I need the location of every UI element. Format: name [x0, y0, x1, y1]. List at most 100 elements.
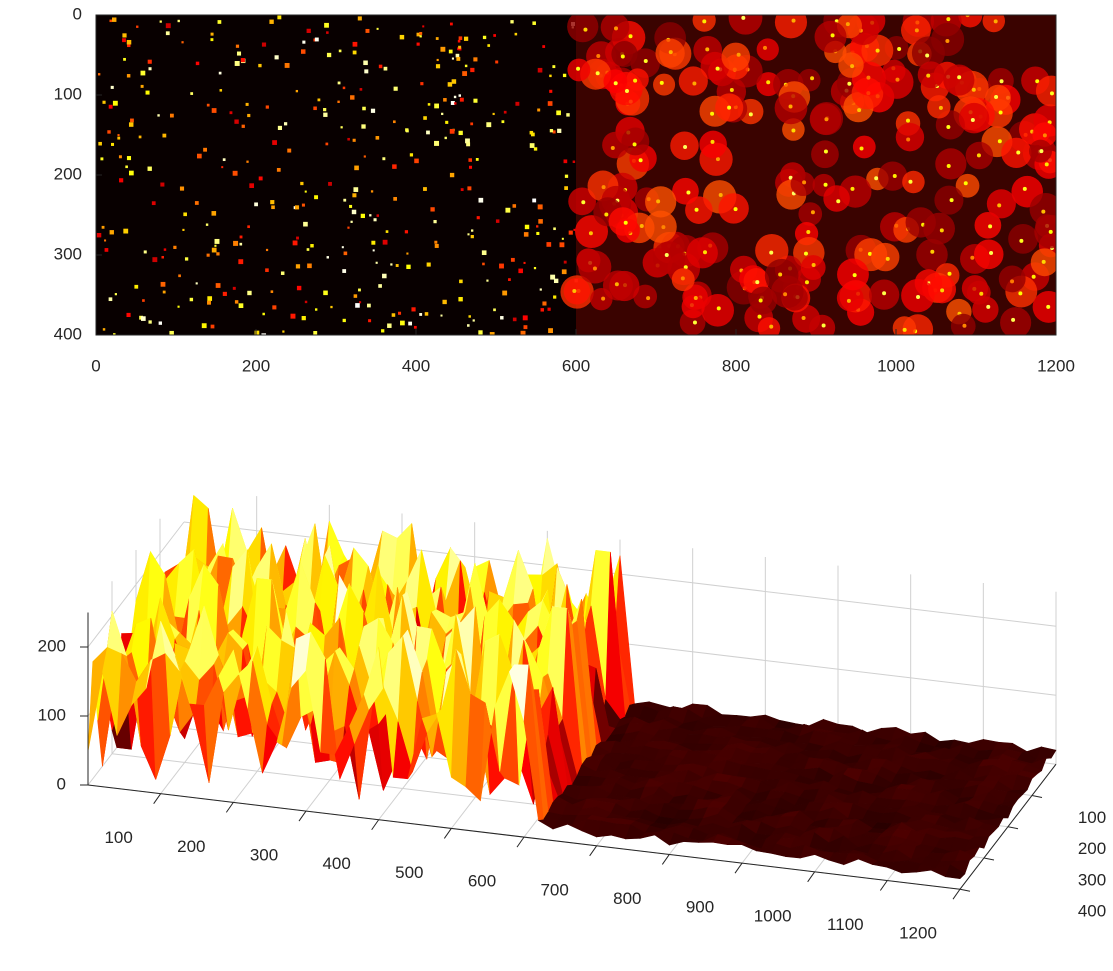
image-blob	[774, 15, 808, 39]
image-speck	[553, 227, 556, 231]
image-blob-core	[970, 118, 975, 123]
image-speck	[470, 234, 474, 239]
image-blob-core	[892, 173, 897, 178]
image-blob	[852, 135, 876, 159]
image-speck	[118, 155, 122, 159]
y-tick-label: 300	[1078, 870, 1106, 889]
image-speck	[284, 63, 290, 68]
image-blob-core	[613, 81, 618, 86]
image-speck	[162, 133, 167, 138]
image-speck	[405, 128, 409, 132]
x-tick	[443, 828, 452, 839]
image-speck	[109, 230, 114, 235]
image-speck	[454, 102, 457, 105]
image-speck	[419, 313, 423, 316]
image-speck	[557, 128, 562, 133]
image-blob	[927, 95, 951, 119]
image-speck	[217, 20, 222, 24]
image-speck	[262, 312, 265, 316]
image-speck	[390, 263, 393, 266]
surface-patch	[945, 864, 966, 880]
image-speck	[271, 205, 275, 210]
image-blob-core	[758, 298, 763, 303]
image-speck	[306, 248, 310, 251]
image-speck	[430, 207, 435, 212]
image-blob-core	[715, 157, 720, 162]
image-blob-core	[639, 223, 644, 228]
image-speck	[349, 204, 353, 208]
image-blob-core	[945, 38, 950, 43]
image-speck	[529, 143, 535, 148]
image-speck	[143, 250, 147, 254]
image-speck	[214, 244, 217, 247]
image-speck	[347, 137, 350, 141]
image-speck	[422, 25, 425, 28]
x-tick-label: 900	[686, 898, 714, 917]
image-speck	[110, 85, 114, 89]
image-blob-core	[850, 64, 855, 69]
image-speck	[265, 248, 269, 252]
image-speck	[492, 112, 495, 116]
image-blob-core	[755, 280, 760, 285]
image-speck	[112, 100, 118, 106]
image-speck	[218, 71, 222, 75]
image-speck	[109, 19, 112, 23]
image-speck	[219, 89, 223, 92]
image-speck	[323, 108, 327, 112]
image-speck	[290, 313, 296, 319]
image-blob	[608, 207, 638, 236]
image-speck	[265, 105, 269, 109]
image-speck	[324, 22, 329, 28]
image-speck	[458, 47, 462, 51]
image-speck	[465, 138, 470, 144]
x-tick	[225, 802, 234, 813]
image-speck	[467, 233, 470, 236]
image-blob-core	[1049, 91, 1054, 96]
image-speck	[211, 211, 217, 216]
image-blob-core	[716, 306, 721, 311]
image-blob-core	[710, 111, 715, 116]
image-speck	[214, 238, 220, 244]
image-blob-core	[824, 117, 829, 122]
image-speck	[471, 229, 474, 232]
image-blob-core	[692, 320, 697, 325]
image-speck	[449, 128, 455, 134]
image-blob-core	[727, 105, 732, 110]
image-speck	[96, 232, 102, 238]
image-speck	[376, 214, 380, 217]
image-speck	[222, 158, 226, 162]
image-speck	[495, 219, 500, 223]
image-blob	[895, 122, 925, 152]
image-speck	[343, 198, 347, 202]
image-speck	[495, 60, 499, 64]
image-blob-core	[1016, 150, 1021, 155]
image-speck	[323, 112, 328, 117]
image-speck	[241, 124, 245, 128]
image-speck	[350, 220, 353, 223]
image-speck	[296, 236, 299, 240]
image-speck	[122, 33, 127, 38]
image-speck	[420, 82, 424, 86]
image-blob-core	[592, 266, 597, 271]
image-speck	[165, 23, 171, 29]
image-blob-core	[1022, 186, 1027, 191]
image-speck	[352, 138, 356, 142]
image-speck	[409, 153, 414, 157]
image-speck	[547, 307, 551, 311]
image-speck	[375, 136, 380, 140]
image-blob-core	[930, 249, 935, 254]
image-speck	[314, 308, 318, 311]
image-blob-core	[806, 230, 811, 235]
y-tick-label: 400	[1078, 902, 1106, 921]
y-tick-label: 400	[54, 324, 82, 343]
image-blob-core	[997, 203, 1002, 208]
image-blob	[567, 15, 599, 43]
image-speck	[229, 111, 233, 115]
image-blob-core	[693, 296, 698, 301]
y-tick	[983, 857, 995, 861]
image-speck	[340, 126, 343, 129]
x-tick-label: 500	[395, 863, 423, 882]
image-speck	[375, 261, 378, 264]
image-speck	[295, 264, 301, 269]
